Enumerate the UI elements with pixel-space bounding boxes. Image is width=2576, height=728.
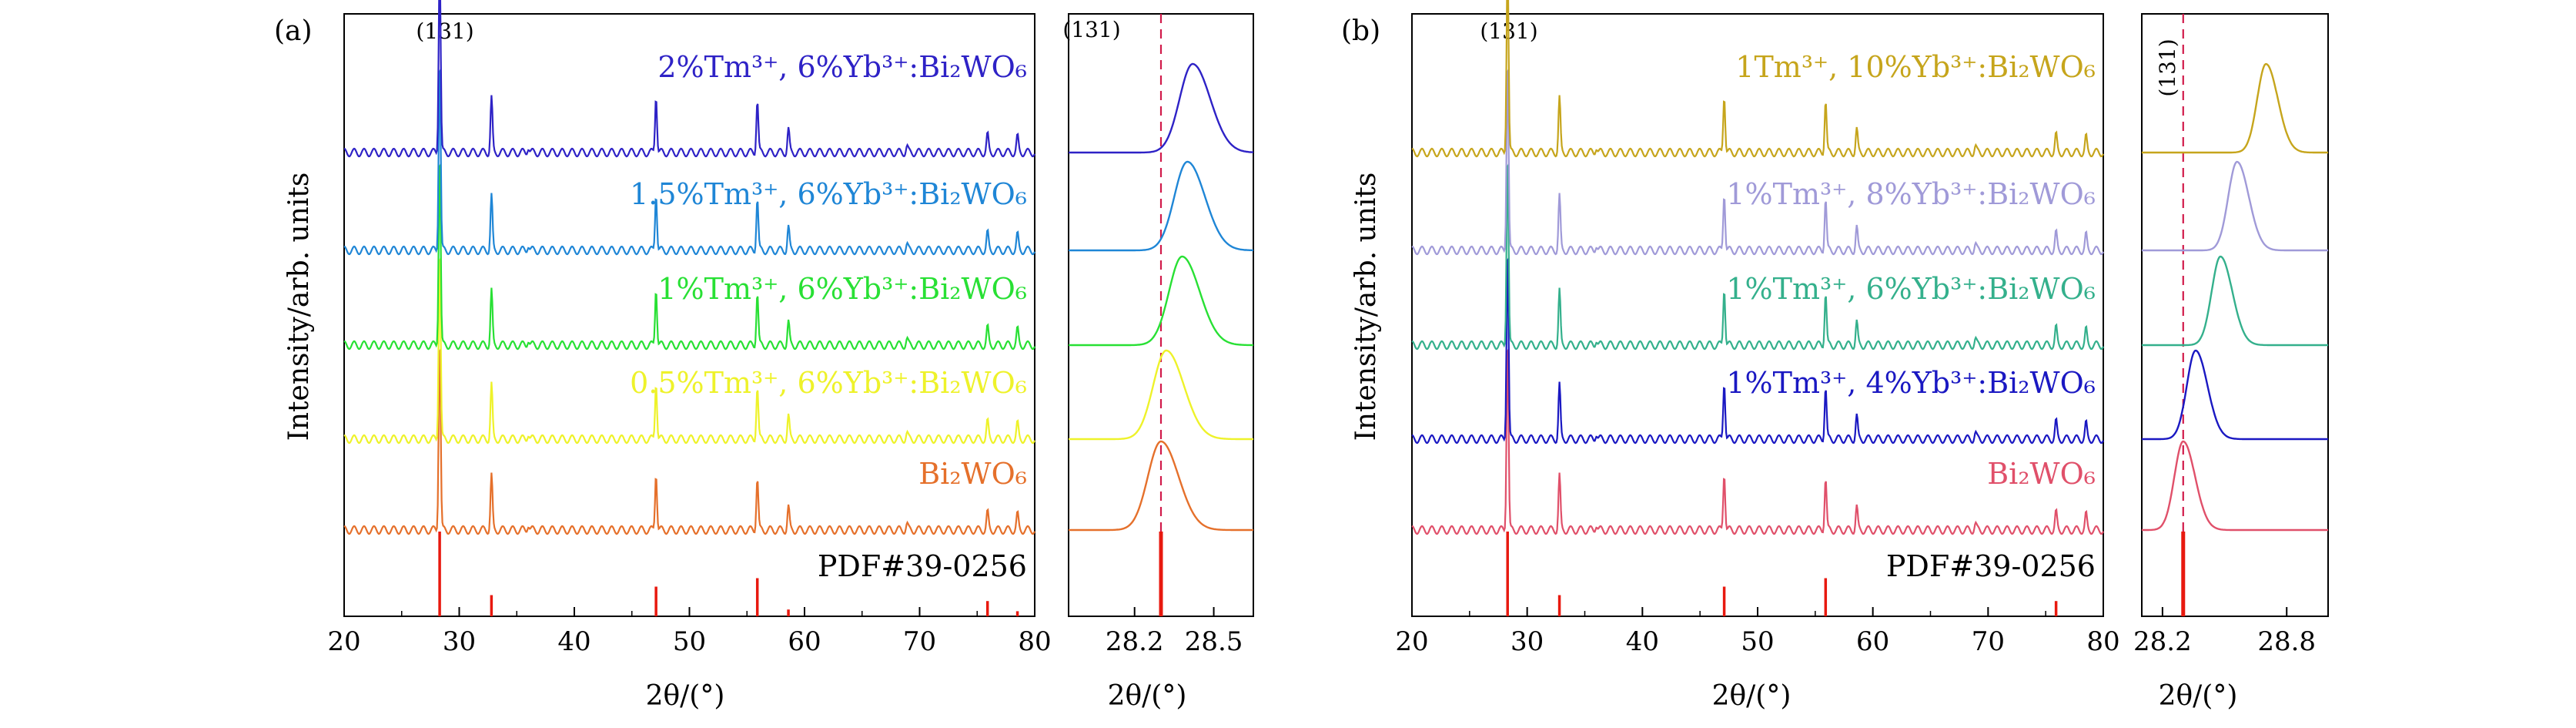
panel-b-main-x-tick-label-2: 40 bbox=[1626, 626, 1659, 657]
series-label: Bi₂WO₆ bbox=[918, 457, 1027, 491]
series-line bbox=[343, 347, 1035, 535]
panel-b-main-x-tick-label-4: 60 bbox=[1856, 626, 1889, 657]
panel-b-ylabel: Intensity/arb. units bbox=[1350, 173, 1382, 441]
panel-b-inset-frame bbox=[2141, 13, 2329, 617]
panel-a-main-x-tick-label-5: 70 bbox=[903, 626, 936, 657]
panel-b-main-x-tick-label-6: 80 bbox=[2086, 626, 2119, 657]
panel-a-ylabel: Intensity/arb. units bbox=[283, 173, 315, 441]
panel-b-main-x-tick-label-3: 50 bbox=[1741, 626, 1774, 657]
panel-a-main-x-tick-label-4: 60 bbox=[788, 626, 821, 657]
panel-a-inset-x-tick-label-1: 28.5 bbox=[1185, 626, 1243, 657]
panel-a-peak-label: (131) bbox=[416, 18, 473, 44]
series-label: 1.5%Tm³⁺, 6%Yb³⁺:Bi₂WO₆ bbox=[630, 177, 1027, 211]
series-label: 2%Tm³⁺, 6%Yb³⁺:Bi₂WO₆ bbox=[657, 50, 1027, 84]
panel-a-inset-x-tick-label-0: 28.2 bbox=[1106, 626, 1164, 657]
series-line bbox=[343, 163, 1035, 351]
panel-a-inset-xlabel: 2θ/(°) bbox=[1108, 680, 1187, 712]
inset-series-line bbox=[1069, 160, 1253, 252]
series-line bbox=[1411, 0, 2104, 158]
panel-b-main-x-tick-label-0: 20 bbox=[1395, 626, 1428, 657]
panel-b-main-frame bbox=[1411, 13, 2104, 617]
series-line bbox=[1411, 257, 2104, 445]
panel-a-xlabel: 2θ/(°) bbox=[646, 680, 725, 712]
inset-series-line bbox=[1069, 440, 1253, 532]
panel-a-inset-peak-label: (131) bbox=[1062, 17, 1120, 42]
panel-a-main-x-tick-label-0: 20 bbox=[327, 626, 360, 657]
panel-b-main-x-tick-label-5: 70 bbox=[1972, 626, 2005, 657]
series-label: 1%Tm³⁺, 6%Yb³⁺:Bi₂WO₆ bbox=[657, 272, 1027, 306]
series-label: 1%Tm³⁺, 8%Yb³⁺:Bi₂WO₆ bbox=[1726, 177, 2096, 211]
panel-a-main-x-tick-label-2: 40 bbox=[557, 626, 590, 657]
panel-a-main-x-tick-label-3: 50 bbox=[673, 626, 706, 657]
series-label: 0.5%Tm³⁺, 6%Yb³⁺:Bi₂WO₆ bbox=[630, 366, 1027, 400]
series-line bbox=[1411, 347, 2104, 535]
panel-a-main-x-tick-label-6: 80 bbox=[1018, 626, 1051, 657]
panel-a-main-x-tick-label-1: 30 bbox=[443, 626, 476, 657]
series-label: 1Tm³⁺, 10%Yb³⁺:Bi₂WO₆ bbox=[1735, 50, 2096, 84]
series-line bbox=[343, 257, 1035, 445]
inset-series-line bbox=[1069, 255, 1253, 347]
inset-series-line bbox=[2142, 160, 2328, 252]
series-line bbox=[343, 68, 1035, 256]
panel-b-xlabel: 2θ/(°) bbox=[1712, 680, 1791, 712]
panel-b-inset-x-tick-label-1: 28.8 bbox=[2257, 626, 2316, 657]
panel-a-main-frame bbox=[343, 13, 1035, 617]
reference-label: PDF#39-0256 bbox=[1886, 549, 2096, 583]
reference-label: PDF#39-0256 bbox=[818, 549, 1027, 583]
inset-series-line bbox=[1069, 62, 1254, 154]
panel-b-inset-x-tick-label-0: 28.2 bbox=[2133, 626, 2192, 657]
inset-series-line bbox=[2142, 440, 2328, 532]
series-line bbox=[343, 0, 1035, 158]
series-line bbox=[1411, 68, 2104, 256]
inset-series-line bbox=[2142, 62, 2328, 154]
panel-b-inset-xlabel: 2θ/(°) bbox=[2159, 680, 2238, 712]
inset-series-line bbox=[2142, 349, 2328, 441]
panel-b-main-x-tick-label-1: 30 bbox=[1510, 626, 1544, 657]
inset-series-line bbox=[1069, 349, 1253, 441]
series-line bbox=[1411, 163, 2104, 351]
series-label: Bi₂WO₆ bbox=[1987, 457, 2096, 491]
panel-b-inset-peak-label: (131) bbox=[2155, 39, 2180, 96]
inset-series-line bbox=[2142, 255, 2328, 347]
series-label: 1%Tm³⁺, 6%Yb³⁺:Bi₂WO₆ bbox=[1726, 272, 2096, 306]
panel-a: (a) Intensity/arb. units 2θ/(°) 2θ/(°) (… bbox=[274, 15, 1186, 712]
panel-b-label: (b) bbox=[1341, 15, 1380, 47]
panel-a-label: (a) bbox=[274, 15, 313, 47]
series-label: 1%Tm³⁺, 4%Yb³⁺:Bi₂WO₆ bbox=[1726, 366, 2096, 400]
plot-layer: 20 30 40 50 60 70 80 28.2 28.5 PDF#39-0256 Bi₂WO₆ 0… bbox=[327, 0, 2329, 657]
